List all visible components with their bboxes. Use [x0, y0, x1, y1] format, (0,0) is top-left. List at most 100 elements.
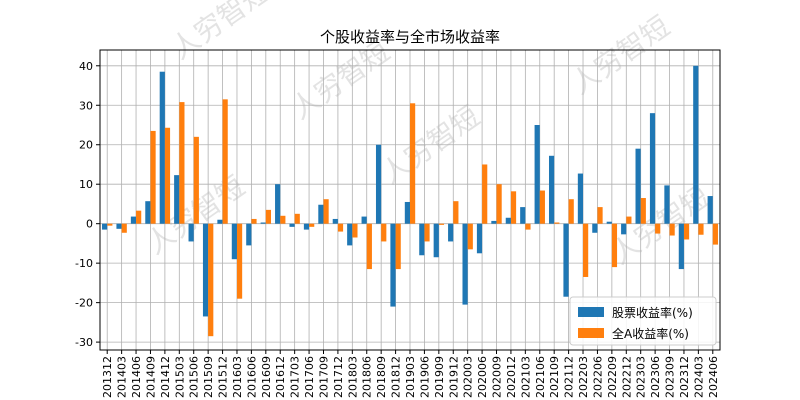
bar-stock-202103: [520, 207, 526, 224]
y-tick-label: 0: [86, 218, 93, 231]
bar-market-201612: [280, 215, 286, 224]
x-tick-label: 202312: [678, 356, 691, 398]
y-tick-label: -20: [75, 297, 93, 310]
bar-market-201506: [193, 136, 199, 224]
y-tick-label: 20: [79, 139, 93, 152]
x-tick-label: 201809: [375, 356, 388, 398]
bar-stock-202009: [491, 220, 497, 224]
bar-market-202312: [683, 223, 690, 240]
bar-market-201703: [294, 213, 300, 224]
bar-stock-201403: [116, 223, 122, 229]
x-tick-label: 202009: [491, 356, 504, 398]
x-tick-label: 202403: [692, 356, 705, 398]
bar-stock-202006: [476, 223, 483, 254]
bar-market-201712: [337, 223, 344, 232]
bar-market-201809: [381, 223, 387, 242]
x-tick-label: 202006: [476, 356, 489, 398]
x-tick-label: 201406: [130, 356, 143, 398]
bar-stock-201609: [260, 222, 266, 224]
bar-stock-202312: [678, 223, 684, 270]
y-tick-label: 30: [79, 99, 93, 112]
x-tick-label: 201703: [289, 356, 302, 398]
bar-stock-201806: [361, 216, 367, 224]
bar-market-202009: [496, 184, 502, 224]
x-tick-label: 201312: [101, 356, 114, 398]
x-tick-label: 202212: [620, 356, 633, 398]
x-tick-label: 201403: [116, 356, 129, 398]
bar-market-201912: [453, 201, 459, 224]
bar-market-202206: [597, 207, 603, 224]
bar-stock-201703: [289, 223, 295, 227]
x-tick-label: 202209: [606, 356, 619, 398]
bar-stock-202203: [577, 173, 584, 224]
x-tick-label: 201609: [260, 356, 273, 398]
bar-stock-202012: [505, 217, 511, 224]
bar-market-201609: [265, 209, 272, 224]
x-tick-label: 202109: [548, 356, 561, 398]
x-tick-label: 201503: [173, 356, 186, 398]
bar-stock-202306: [649, 113, 656, 224]
bar-market-202403: [698, 223, 704, 235]
bar-stock-202106: [534, 125, 540, 224]
bar-market-202309: [669, 223, 675, 236]
bar-stock-202403: [693, 65, 699, 224]
legend-label: 股票收益率(%): [612, 305, 693, 320]
bar-stock-201803: [347, 223, 353, 246]
x-tick-label: 202003: [462, 356, 475, 398]
bar-stock-201912: [448, 223, 454, 242]
bar-stock-201503: [174, 175, 180, 224]
y-tick-label: 40: [79, 60, 93, 73]
x-tick-label: 201712: [332, 356, 345, 398]
bar-market-201909: [438, 223, 445, 225]
bar-stock-201909: [433, 223, 439, 258]
bar-market-201503: [179, 102, 185, 224]
bar-stock-201406: [130, 216, 137, 224]
bar-stock-202003: [462, 223, 468, 305]
y-tick-label: -30: [75, 336, 93, 349]
x-tick-label: 201509: [202, 356, 215, 398]
x-tick-label: 201409: [144, 356, 157, 398]
bar-stock-201809: [375, 144, 382, 224]
bar-stock-202212: [621, 223, 627, 235]
x-tick-label: 201709: [317, 356, 330, 398]
x-tick-label: 201506: [188, 356, 201, 398]
x-tick-label: 201803: [346, 356, 359, 398]
bar-stock-201512: [217, 219, 223, 224]
legend-label: 全A收益率(%): [612, 326, 689, 341]
bar-market-202212: [626, 216, 632, 224]
bar-market-201403: [121, 223, 127, 233]
bar-stock-201606: [246, 223, 252, 246]
bar-market-201906: [424, 223, 430, 242]
chart-title: 个股收益率与全市场收益率: [320, 28, 500, 46]
x-tick-label: 202406: [707, 356, 720, 398]
x-tick-label: 202112: [563, 356, 576, 398]
bar-market-202109: [554, 222, 560, 224]
bar-stock-202406: [707, 196, 713, 224]
bar-stock-202309: [664, 185, 670, 224]
bar-market-201603: [236, 223, 243, 299]
bar-stock-201409: [145, 201, 151, 224]
bar-stock-201709: [318, 204, 324, 224]
x-tick-label: 201412: [159, 356, 172, 398]
x-tick-label: 202203: [577, 356, 590, 398]
bar-market-201709: [323, 199, 329, 224]
x-tick-label: 201603: [231, 356, 244, 398]
x-tick-label: 202206: [591, 356, 604, 398]
x-tick-label: 201806: [361, 356, 374, 398]
bar-market-202003: [467, 223, 473, 250]
bar-market-201706: [309, 223, 315, 227]
bar-market-201509: [208, 223, 214, 337]
bar-stock-201603: [231, 223, 237, 260]
x-tick-label: 202309: [664, 356, 677, 398]
legend-box: [569, 296, 717, 346]
bar-market-201512: [222, 99, 228, 224]
legend-swatch: [578, 307, 604, 317]
bar-market-202112: [568, 199, 574, 224]
bar-stock-202112: [563, 223, 569, 297]
bar-market-202209: [611, 223, 618, 268]
bar-market-201606: [251, 218, 257, 224]
x-tick-label: 201909: [433, 356, 446, 398]
bar-stock-201412: [159, 71, 165, 224]
legend-swatch: [578, 328, 604, 338]
